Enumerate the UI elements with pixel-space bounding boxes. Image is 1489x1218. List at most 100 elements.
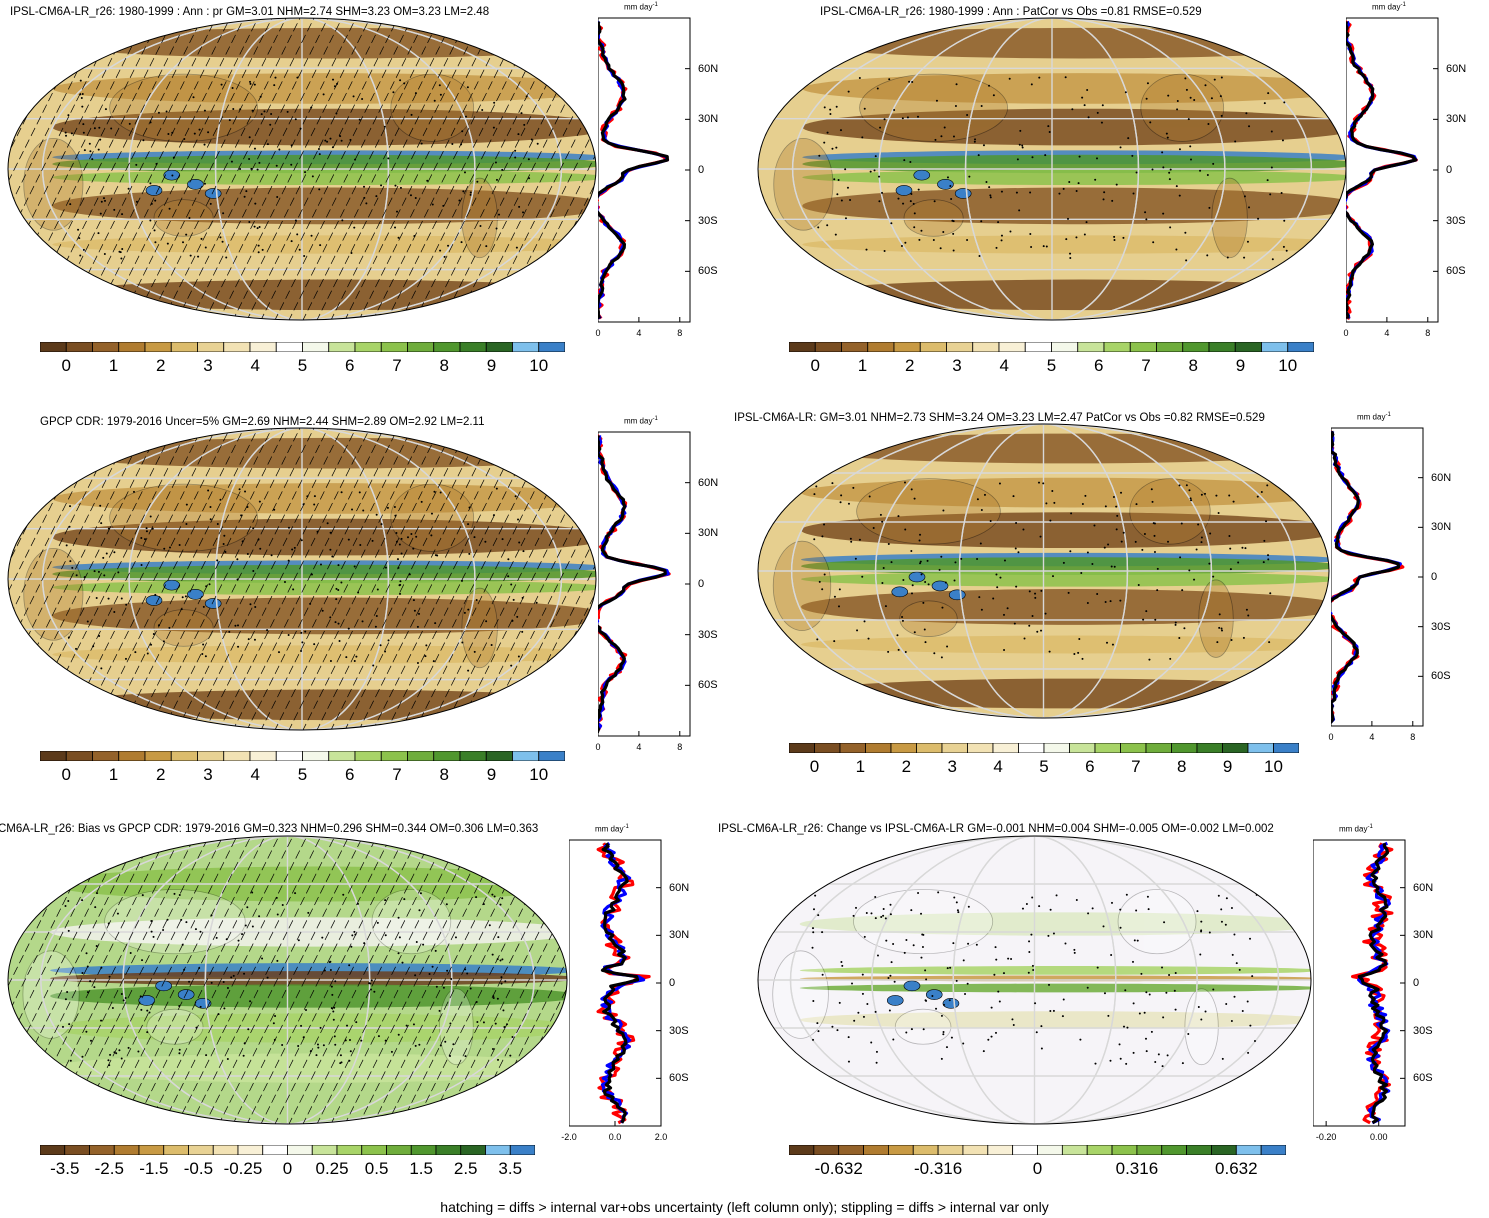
colorbar-swatch	[1037, 1145, 1063, 1155]
colorbar-swatch	[336, 1145, 363, 1155]
colorbar-swatch	[1211, 1145, 1237, 1155]
latitude-label: 0	[1413, 977, 1420, 989]
map-model-ensemble	[757, 423, 1330, 719]
colorbar-label: 0	[61, 765, 71, 784]
colorbar-swatch	[144, 342, 172, 352]
colorbar-swatch	[459, 342, 487, 352]
colorbar-label: 4	[250, 765, 260, 784]
latitude-label: 30S	[1446, 214, 1466, 227]
colorbar-swatch	[1196, 743, 1223, 753]
colorbar-swatch	[302, 342, 330, 352]
colorbar-swatch	[40, 1145, 66, 1155]
colorbar-swatch	[275, 342, 303, 352]
colorbar-label: 2	[901, 757, 912, 776]
colorbar-swatch	[223, 751, 251, 761]
colorbar-swatch	[197, 751, 225, 761]
zonal-mean-profile	[598, 431, 691, 737]
colorbar-label: 4	[250, 356, 260, 375]
colorbar-label: 8	[439, 356, 449, 375]
colorbar-swatch	[890, 743, 917, 753]
latitude-label: 30N	[1431, 521, 1452, 534]
colorbar-swatch	[118, 342, 146, 352]
zonal-mean-profile	[1331, 427, 1424, 727]
colorbar-swatch	[459, 751, 487, 761]
profile-xtick-label: 0	[1343, 328, 1349, 338]
colorbar-label: 0	[61, 356, 71, 375]
colorbar-swatch	[1103, 342, 1131, 352]
colorbar-label: 0	[809, 757, 820, 776]
colorbar-label: 3	[203, 356, 213, 375]
colorbar-swatch	[138, 1145, 165, 1155]
colorbar-swatch	[407, 342, 435, 352]
colorbar	[789, 342, 1314, 352]
colorbar-swatch	[941, 743, 968, 753]
colorbar-swatch	[865, 743, 892, 753]
latitude-label: 60S	[698, 265, 718, 278]
colorbar-swatch	[328, 751, 356, 761]
colorbar-label: -0.25	[223, 1159, 263, 1178]
profile-units: mm day-1	[1339, 824, 1373, 834]
colorbar-swatch	[789, 1145, 815, 1155]
latitude-label: 30S	[669, 1024, 689, 1037]
colorbar-swatch	[916, 743, 943, 753]
colorbar-label: 2	[156, 765, 166, 784]
colorbar-swatch	[144, 751, 172, 761]
colorbar-swatch	[1235, 1145, 1262, 1155]
colorbar-swatch	[170, 751, 198, 761]
profile-xtick-label: 0	[1328, 732, 1334, 742]
colorbar-label: 0.316	[1115, 1159, 1159, 1178]
colorbar-swatch	[1018, 743, 1045, 753]
colorbar-swatch	[814, 342, 842, 352]
latitude-label: 60N	[698, 476, 719, 489]
colorbar-swatch	[485, 751, 513, 761]
colorbar-swatch	[789, 342, 816, 352]
colorbar-label: -0.632	[814, 1159, 863, 1178]
colorbar-swatch	[789, 743, 815, 753]
colorbar-swatch	[433, 342, 461, 352]
colorbar-swatch	[1182, 342, 1210, 352]
colorbar-label: -2.5	[94, 1159, 124, 1178]
colorbar-label: 9	[1222, 757, 1233, 776]
colorbar-swatch	[212, 1145, 239, 1155]
colorbar-label: -3.5	[50, 1159, 80, 1178]
colorbar-swatch	[912, 1145, 939, 1155]
colorbar-label: 1.5	[409, 1159, 433, 1178]
colorbar-swatch	[538, 342, 565, 352]
colorbar-label: 9	[486, 356, 497, 375]
colorbar-label: 10	[529, 356, 549, 375]
colorbar-label: 0	[282, 1159, 293, 1178]
latitude-label: 0	[698, 164, 705, 176]
zonal-mean-profile	[1313, 839, 1406, 1127]
colorbar-swatch	[435, 1145, 462, 1155]
profile-xtick-label: 0.0	[608, 1132, 622, 1142]
colorbar-swatch	[1234, 342, 1262, 352]
latitude-label: 0	[669, 977, 676, 989]
colorbar-swatch	[89, 1145, 115, 1155]
colorbar-label: 10	[529, 765, 549, 784]
colorbar-label: 3.5	[498, 1159, 523, 1178]
colorbar-label: 8	[1188, 356, 1198, 375]
profile-xtick-label: 2.0	[654, 1132, 668, 1142]
colorbar-label: 6	[1085, 757, 1095, 776]
colorbar-swatch	[841, 342, 869, 352]
map-gpcp	[7, 427, 597, 731]
colorbar-swatch	[538, 751, 565, 761]
colorbar-swatch	[237, 1145, 264, 1155]
profile-xtick-label: 4	[1384, 328, 1390, 338]
colorbar-swatch	[838, 1145, 864, 1155]
colorbar-swatch	[1287, 342, 1314, 352]
colorbar-swatch	[992, 743, 1019, 753]
colorbar-swatch	[893, 342, 921, 352]
colorbar-swatch	[170, 342, 198, 352]
latitude-label: 60N	[1413, 881, 1434, 894]
colorbar-swatch	[1129, 342, 1157, 352]
colorbar-swatch	[407, 751, 435, 761]
latitude-label: 60S	[669, 1072, 689, 1085]
zonal-mean-profile	[569, 839, 662, 1127]
colorbar-swatch	[1120, 743, 1147, 753]
colorbar-swatch	[998, 342, 1026, 352]
profile-xtick-label: 0	[595, 742, 601, 752]
colorbar-swatch	[1145, 743, 1172, 753]
colorbar-swatch	[867, 342, 895, 352]
colorbar-label: 4	[999, 356, 1009, 375]
